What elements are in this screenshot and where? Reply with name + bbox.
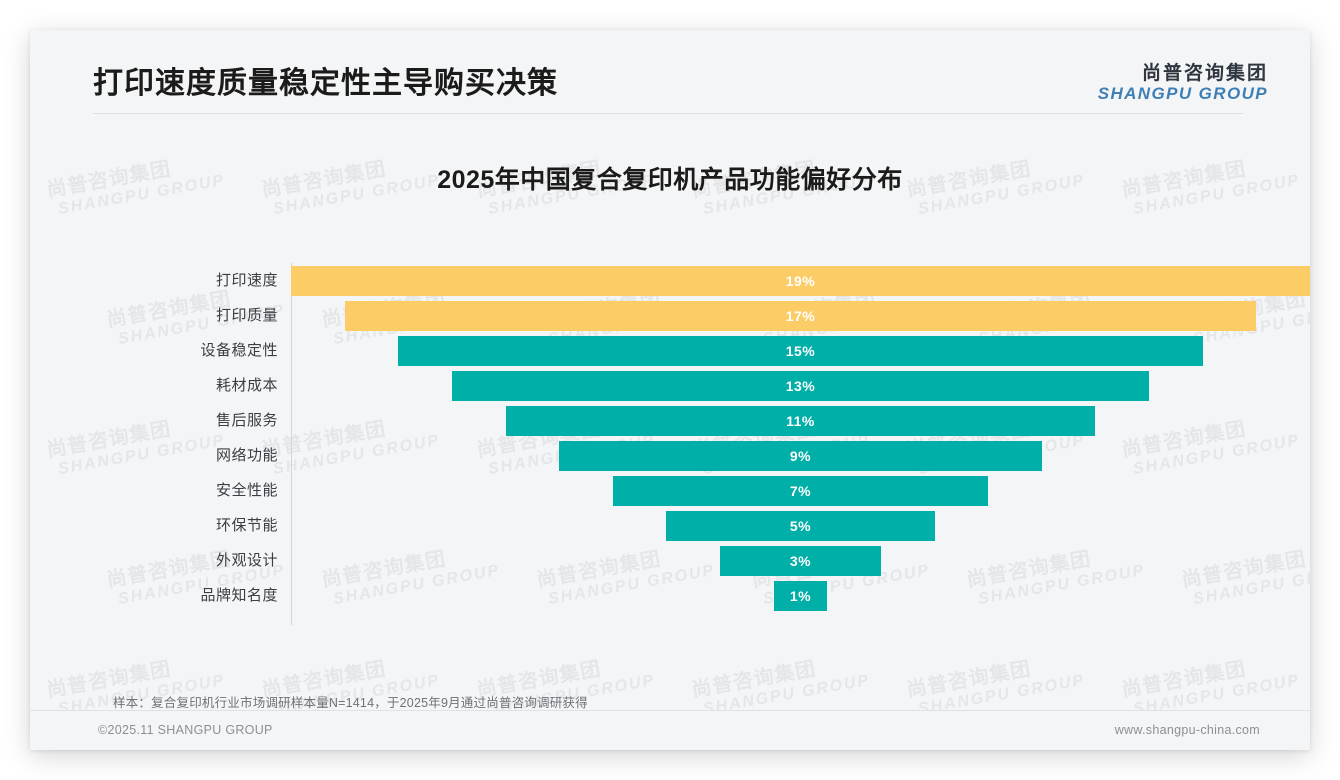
bar-value-label: 7% — [789, 483, 812, 499]
bar[interactable]: 1% — [773, 581, 828, 611]
bar-value-label: 19% — [785, 273, 816, 289]
bar-category-label: 设备稳定性 — [200, 342, 278, 359]
bar-track: 19% — [291, 266, 1310, 296]
bar[interactable]: 7% — [612, 476, 989, 506]
source-note: 样本：复合复印机行业市场调研样本量N=1414，于2025年9月通过尚普咨询调研… — [113, 696, 588, 710]
bar[interactable]: 9% — [559, 441, 1042, 471]
slide-footer: ©2025.11 SHANGPU GROUP www.shangpu-china… — [30, 711, 1310, 750]
chart-area: 2025年中国复合复印机产品功能偏好分布 打印速度 19% 打印质量 17% 设备稳定性… — [30, 118, 1310, 678]
slide-header: 打印速度质量稳定性主导购买决策 尚普咨询集团 SHANGPU GROUP — [30, 30, 1310, 118]
bar[interactable]: 13% — [451, 371, 1150, 401]
header-divider — [93, 113, 1243, 114]
bar-category-label: 打印质量 — [215, 307, 278, 324]
bar-track: 15% — [291, 336, 1310, 366]
bar-category-label: 品牌知名度 — [200, 587, 278, 604]
bar-category-label: 打印速度 — [215, 272, 278, 289]
bar[interactable]: 17% — [344, 301, 1257, 331]
bar-row: 设备稳定性 15% — [30, 336, 1310, 366]
category-axis-line — [291, 263, 292, 625]
bar-row: 打印速度 19% — [30, 266, 1310, 296]
bar-category-label: 外观设计 — [215, 552, 278, 569]
bar-row: 环保节能 5% — [30, 511, 1310, 541]
bar-value-label: 3% — [789, 553, 812, 569]
bar-value-label: 13% — [785, 378, 816, 394]
brand-logo-en: SHANGPU GROUP — [1097, 84, 1268, 104]
bar[interactable]: 11% — [505, 406, 1096, 436]
bar-track: 7% — [291, 476, 1310, 506]
bar-row: 打印质量 17% — [30, 301, 1310, 331]
slide-card: 尚普咨询集团 SHANGPU GROUP 尚普咨询集团 SHANGPU GROUP 尚普… — [30, 30, 1310, 750]
bar-category-label: 耗材成本 — [215, 377, 278, 394]
bar-row: 售后服务 11% — [30, 406, 1310, 436]
footer-divider — [30, 710, 1310, 711]
bar-value-label: 11% — [786, 413, 815, 429]
bar-track: 9% — [291, 441, 1310, 471]
bar-category-label: 环保节能 — [215, 517, 278, 534]
bar-value-label: 17% — [785, 308, 816, 324]
bar-row: 网络功能 9% — [30, 441, 1310, 471]
bar-value-label: 5% — [789, 518, 812, 534]
bar-value-label: 15% — [785, 343, 816, 359]
bar-row: 耗材成本 13% — [30, 371, 1310, 401]
copyright-text: ©2025.11 SHANGPU GROUP — [98, 723, 273, 737]
website-link[interactable]: www.shangpu-china.com — [1114, 723, 1260, 737]
bar-category-label: 安全性能 — [215, 482, 278, 499]
bar[interactable]: 5% — [666, 511, 935, 541]
source-note-area: 样本：复合复印机行业市场调研样本量N=1414，于2025年9月通过尚普咨询调研… — [30, 678, 1310, 720]
bar-row: 外观设计 3% — [30, 546, 1310, 576]
funnel-bar-chart: 打印速度 19% 打印质量 17% 设备稳定性 15% 耗材成本 13% 售后服务 11% 网络功能… — [30, 263, 1310, 633]
bar-category-label: 网络功能 — [215, 447, 278, 464]
bar-row: 品牌知名度 1% — [30, 581, 1310, 611]
bar-track: 5% — [291, 511, 1310, 541]
bar-track: 1% — [291, 581, 1310, 611]
bar[interactable]: 19% — [291, 266, 1310, 296]
bar[interactable]: 15% — [398, 336, 1203, 366]
bar-track: 13% — [291, 371, 1310, 401]
page-title: 打印速度质量稳定性主导购买决策 — [93, 67, 558, 100]
bar-track: 11% — [291, 406, 1310, 436]
bar-track: 3% — [291, 546, 1310, 576]
bar-track: 17% — [291, 301, 1310, 331]
bar[interactable]: 3% — [720, 546, 881, 576]
bar-row: 安全性能 7% — [30, 476, 1310, 506]
bar-category-label: 售后服务 — [215, 412, 278, 429]
bar-value-label: 9% — [789, 448, 812, 464]
brand-logo-cn: 尚普咨询集团 — [1141, 63, 1268, 84]
brand-logo: 尚普咨询集团 SHANGPU GROUP — [1098, 63, 1268, 103]
chart-title: 2025年中国复合复印机产品功能偏好分布 — [437, 166, 903, 194]
bar-value-label: 1% — [789, 588, 812, 604]
